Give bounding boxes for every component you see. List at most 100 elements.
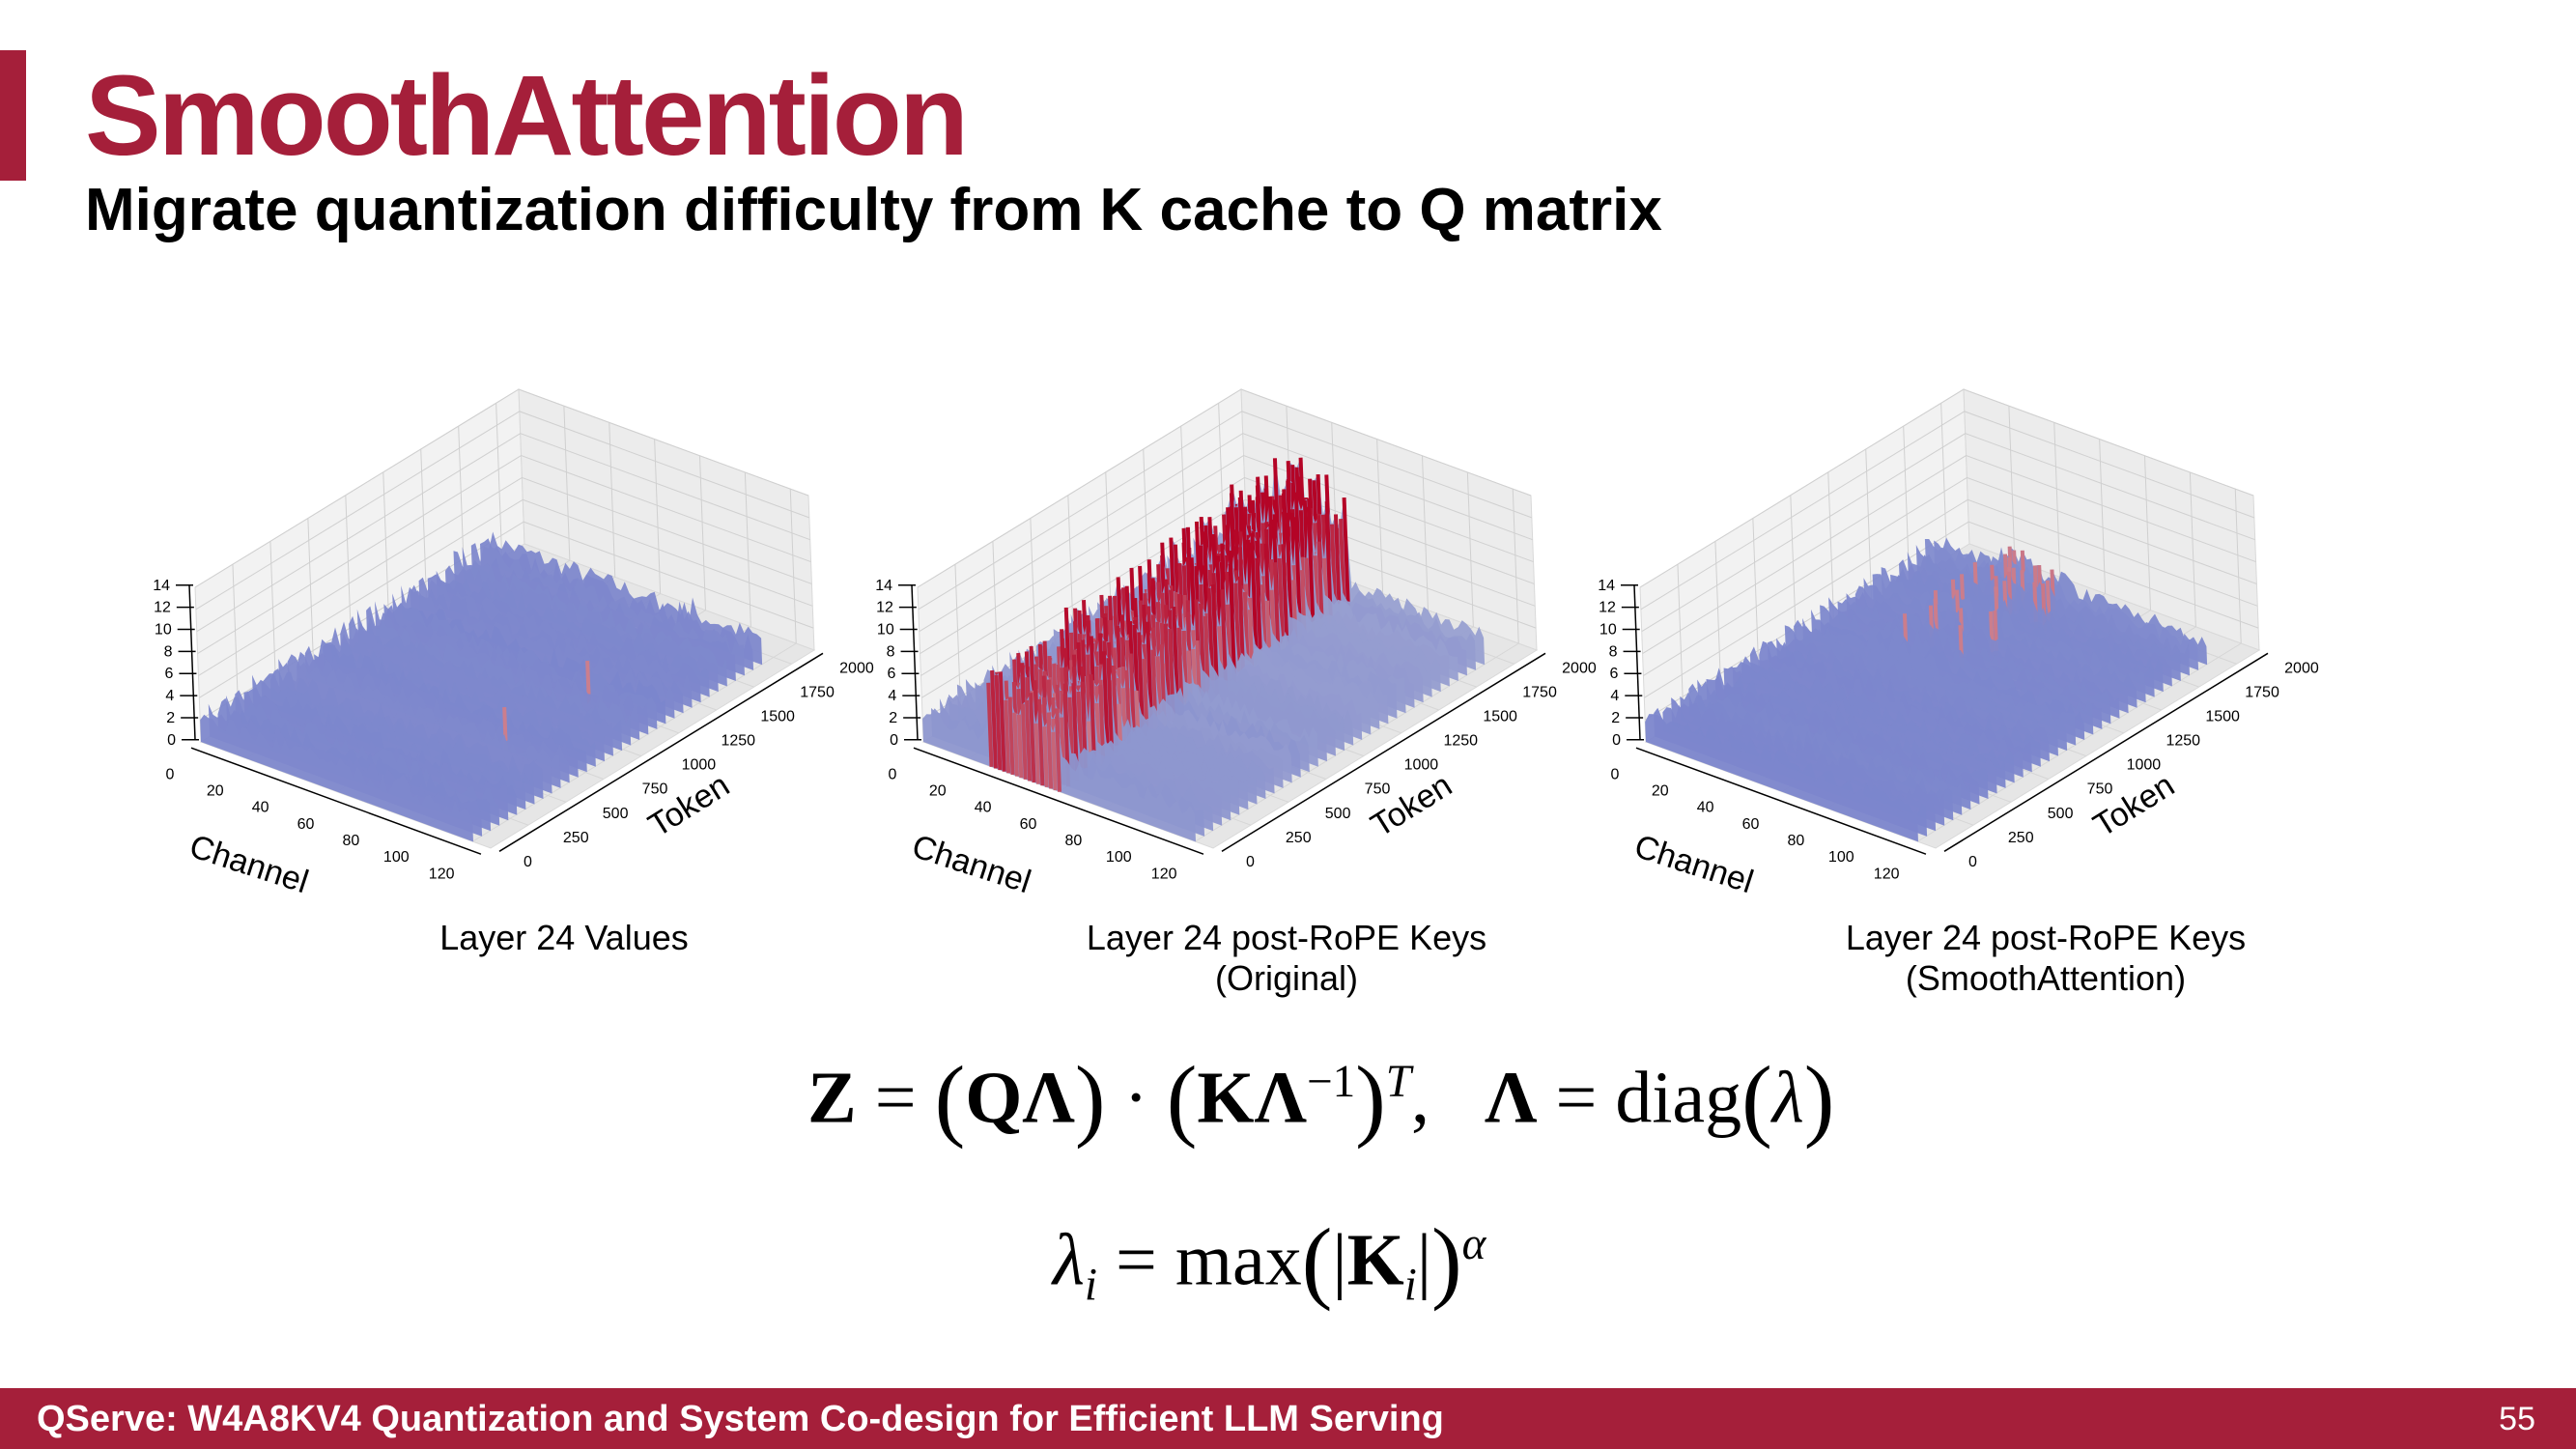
caption-values-line1: Layer 24 Values <box>439 918 689 957</box>
y-tick-2-3: 750 <box>2087 781 2113 798</box>
equation-lambda-definition: λi = max(|Ki|)α <box>1053 1209 1486 1312</box>
y-tick-1-1: 250 <box>1286 830 1312 846</box>
grid-z-1-3 <box>920 476 1535 676</box>
y-tick-1-0: 0 <box>1246 854 1255 870</box>
y-tick-0-2: 500 <box>603 806 629 822</box>
z-axis-2 <box>1633 584 1641 740</box>
grid-y-2-8 <box>1940 403 1948 558</box>
z-tick-2-1: 2 <box>1611 710 1620 726</box>
x-tick-2-1: 20 <box>1652 782 1669 799</box>
x-tick-2-5: 100 <box>1828 849 1854 866</box>
keys-smoothattention-surface-plot: 0 2 4 6 8 10 12 14 0 20 40 60 80 100 120 Channel 0 250 500… <box>1598 280 2382 918</box>
grid-y-1-3 <box>1030 518 1037 673</box>
keys-original-surface-plot: 0 2 4 6 8 10 12 14 0 20 40 60 80 100 120 Channel 0 250 500… <box>875 280 1659 918</box>
surface-spike-1-0-31 <box>1051 731 1058 791</box>
grid-x-2-5 <box>2189 471 2196 627</box>
grid-x-2-3 <box>2099 439 2107 594</box>
x-tick-0-0: 0 <box>165 766 174 782</box>
surface-spike-1-0-17 <box>990 669 998 769</box>
z-tick-2-3: 6 <box>1610 666 1619 682</box>
surface-spike-1-20-32 <box>1228 563 1237 685</box>
grid-x-0-4 <box>699 455 706 611</box>
grid-x-2-1 <box>2008 406 2016 561</box>
x-tick-2-2: 40 <box>1697 800 1714 816</box>
surface-spike-1-6-31 <box>1101 651 1110 758</box>
x-tick-1-3: 60 <box>1020 816 1037 833</box>
surface-spike-1-0-32 <box>1055 716 1062 792</box>
x-tick-0-4: 80 <box>343 833 360 849</box>
caption-keys-original-line2: (Original) <box>1214 958 1359 998</box>
grid-x-1-3 <box>1376 439 1384 594</box>
values-surface-plot: 0 2 4 6 8 10 12 14 0 20 40 60 80 100 120 Channel 0 250 500… <box>153 280 937 918</box>
y-tick-0-3: 750 <box>642 781 668 798</box>
grid-floor-x-0-6 <box>471 642 797 842</box>
grid-z-0-5 <box>196 433 810 633</box>
z-tick-0-7: 14 <box>153 578 170 594</box>
grid-y-0-6 <box>420 448 428 604</box>
z-tick-1-3: 6 <box>888 666 896 682</box>
surface-spike-1-0-21 <box>1007 696 1015 776</box>
grid-x-0-2 <box>609 422 616 578</box>
grid-z-1-6 <box>918 411 1533 611</box>
caption-keys-original-line1: Layer 24 post-RoPE Keys <box>1086 918 1487 957</box>
grid-y-0-3 <box>307 518 315 673</box>
grid-y-2-5 <box>1827 471 1835 627</box>
y-tick-0-0: 0 <box>524 854 532 870</box>
x-axis-1 <box>913 747 1204 855</box>
y-tick-2-7: 1750 <box>2245 685 2279 701</box>
x-tick-1-0: 0 <box>888 766 896 782</box>
z-tick-2-6: 12 <box>1599 600 1616 616</box>
grid-z-2-3 <box>1643 476 2257 676</box>
grid-z-0-4 <box>197 455 811 654</box>
surface-spike-1-0-19 <box>998 671 1006 772</box>
grid-y-0-5 <box>382 471 390 627</box>
z-tick-1-1: 2 <box>889 710 897 726</box>
x-tick-1-2: 40 <box>975 800 992 816</box>
z-tick-2-2: 4 <box>1610 688 1619 704</box>
x-axis-0 <box>190 747 482 855</box>
x-tick-0-2: 40 <box>252 800 269 816</box>
surface-spike-1-0-25 <box>1025 699 1033 781</box>
x-tick-0-5: 100 <box>383 849 410 866</box>
y-axis-1 <box>1221 652 1546 852</box>
y-tick-2-5: 1250 <box>2166 733 2200 750</box>
z-tick-2-0: 0 <box>1612 732 1621 749</box>
y-tick-1-6: 1500 <box>1483 709 1517 725</box>
grid-x-2-6 <box>2234 489 2242 644</box>
grid-floor-x-2-6 <box>1916 642 2242 842</box>
y-tick-1-4: 1000 <box>1404 757 1439 774</box>
z-tick-0-2: 4 <box>165 688 174 704</box>
title-accent-bar <box>0 50 26 181</box>
x-tick-0-6: 120 <box>429 866 455 882</box>
y-tick-1-2: 500 <box>1325 806 1351 822</box>
grid-x-0-1 <box>563 406 571 561</box>
z-tick-1-0: 0 <box>890 732 898 749</box>
grid-z-2-4 <box>1642 455 2256 654</box>
caption-keys-smooth: Layer 24 post-RoPE Keys (SmoothAttention… <box>1775 918 2316 999</box>
y-tick-2-6: 1500 <box>2205 709 2240 725</box>
z-axis-1 <box>911 584 919 740</box>
keys-original-surface-svg: 0 2 4 6 8 10 12 14 0 20 40 60 80 100 120 Channel 0 250 500… <box>875 388 1597 900</box>
surface-spike-1-0-22 <box>1012 712 1019 777</box>
x-tick-0-3: 60 <box>297 816 315 833</box>
surface-row-0-0 <box>200 714 473 842</box>
surface-spike-1-0-18 <box>994 674 1003 771</box>
grid-y-0-2 <box>269 541 277 696</box>
caption-keys-original: Layer 24 post-RoPE Keys (Original) <box>1045 918 1528 999</box>
grid-z-0-3 <box>198 476 812 676</box>
grid-z-2-5 <box>1641 433 2255 633</box>
y-tick-1-5: 1250 <box>1443 733 1478 750</box>
z-tick-0-6: 12 <box>154 600 171 616</box>
grid-y-0-8 <box>495 403 503 558</box>
grid-y-2-2 <box>1714 541 1722 696</box>
z-tick-1-2: 4 <box>888 688 896 704</box>
grid-z-2-7 <box>1639 388 2254 588</box>
x-tick-1-4: 80 <box>1065 833 1083 849</box>
surface-spike-1-0-23 <box>1016 714 1024 779</box>
grid-x-0-5 <box>744 471 751 627</box>
surface-spike-1-26-31 <box>1277 557 1286 651</box>
surface-spike-1-9-31 <box>1128 653 1137 743</box>
x-tick-1-5: 100 <box>1106 849 1132 866</box>
z-tick-0-3: 6 <box>165 666 174 682</box>
y-axis-label-0: Token <box>642 767 736 844</box>
